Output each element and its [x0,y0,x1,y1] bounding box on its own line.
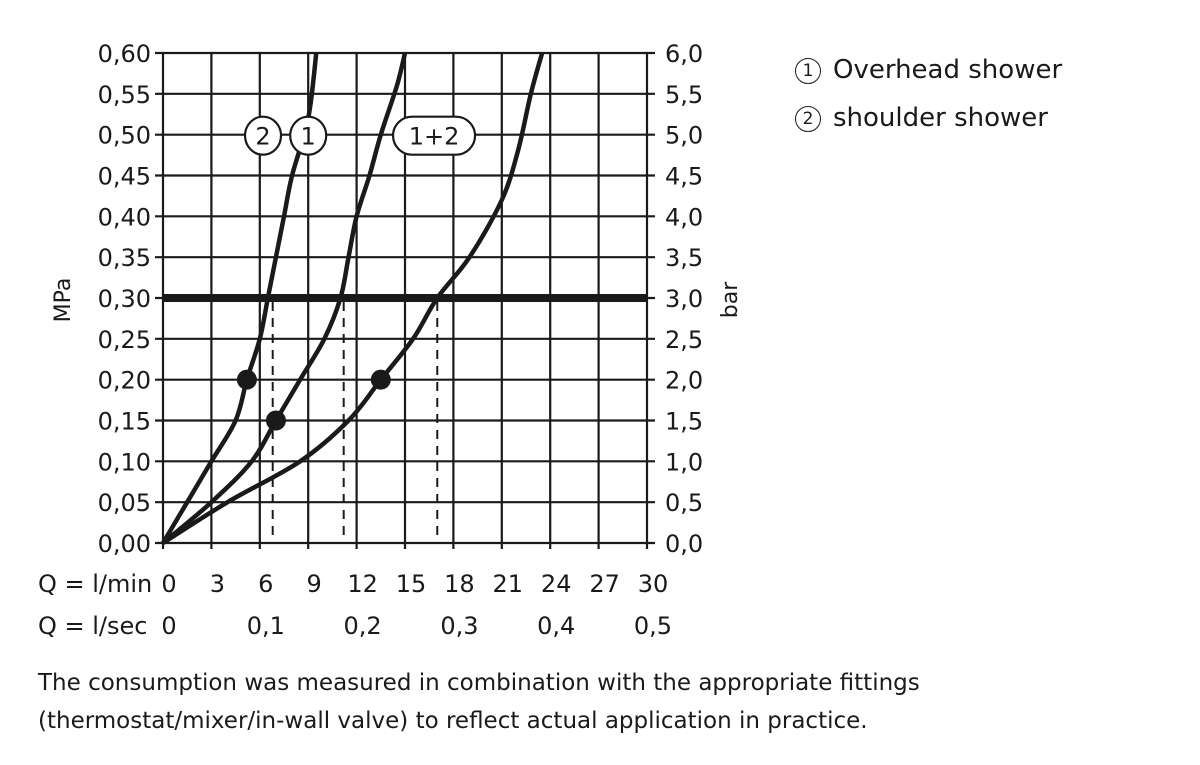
series-curve-2 [161,52,319,545]
x-lsec-axis-title: Q = l/sec [38,612,147,640]
y-right-tick-label: 5,5 [665,81,703,109]
x-lsec-tick-label: 0,3 [440,612,478,640]
x-lsec-tick-label: 0,5 [634,612,672,640]
x-lmin-tick-label: 21 [493,570,524,598]
x-lmin-tick-label: 24 [541,570,572,598]
y-right-tick-label: 1,5 [665,408,703,436]
operating-point-marker [265,410,286,431]
curve-label-text: 1+2 [409,123,460,151]
x-lmin-tick-label: 27 [589,570,620,598]
y-left-tick-label: 0,25 [98,326,151,354]
curve-label-1plus2: 1+2 [391,115,477,156]
pressure-flow-chart: 2 1 1+2 0,000,050,100,150,200,250,300,350,… [38,40,743,640]
operating-point-marker [370,369,391,390]
legend-label: shoulder shower [833,103,1048,133]
curve-label-badge [243,115,283,156]
x-lsec-tick-label: 0,1 [247,612,285,640]
curve-labels: 2 1 1+2 [243,115,477,156]
legend-number: 2 [795,106,821,132]
y-right-tick-label: 0,0 [665,530,703,558]
curve-label-text: 1 [301,123,316,151]
y-left-tick-label: 0,10 [98,448,151,476]
x-lmin-tick-label: 15 [396,570,427,598]
y-left-tick-label: 0,50 [98,122,151,150]
measurement-note: The consumption was measured in combinat… [38,670,920,734]
y-right-tick-label: 3,0 [665,285,703,313]
legend-label: Overhead shower [833,55,1063,85]
y-left-tick-label: 0,60 [98,40,151,68]
operating-point-marker [236,369,257,390]
x-lmin-tick-label: 0 [161,570,176,598]
legend-item-overhead: 1 Overhead shower [795,55,1062,85]
y-left-tick-label: 0,55 [98,81,151,109]
y-left-tick-label: 0,45 [98,163,151,191]
x-lmin-tick-label: 6 [258,570,273,598]
y-left-tick-label: 0,30 [98,285,151,313]
curve-label-1: 1 [289,115,328,156]
tick-labels: 0,000,050,100,150,200,250,300,350,400,45… [98,40,704,640]
y-right-tick-label: 0,5 [665,489,703,517]
curve-label-2: 2 [243,115,283,156]
x-lmin-tick-label: 9 [307,570,322,598]
y-left-tick-label: 0,00 [98,530,151,558]
curve-label-text: 2 [255,123,270,151]
y-right-tick-label: 2,0 [665,367,703,395]
y-right-tick-label: 3,5 [665,244,703,272]
y-left-tick-label: 0,05 [98,489,151,517]
y-left-axis-title: MPa [51,278,76,323]
curve-label-badge [289,115,328,156]
curve-label-badge [391,115,477,156]
y-right-tick-label: 6,0 [665,40,703,68]
x-lmin-tick-label: 30 [638,570,669,598]
x-lmin-tick-label: 18 [444,570,475,598]
x-lsec-tick-label: 0 [161,612,176,640]
y-left-tick-label: 0,20 [98,367,151,395]
y-left-tick-label: 0,15 [98,408,151,436]
x-lmin-axis-title: Q = l/min [38,570,152,598]
series-curve-1 [161,52,408,545]
x-lmin-tick-label: 3 [210,570,225,598]
legend-item-shoulder: 2 shoulder shower [795,103,1048,133]
series-curve-1plus2 [161,52,545,545]
legend-number: 1 [795,58,821,84]
x-lmin-tick-label: 12 [347,570,378,598]
y-right-tick-label: 4,5 [665,163,703,191]
y-right-tick-label: 1,0 [665,448,703,476]
y-right-tick-label: 4,0 [665,203,703,231]
series-curves [161,52,545,545]
y-right-axis-title: bar [718,281,743,318]
y-right-tick-label: 5,0 [665,122,703,150]
x-lsec-tick-label: 0,4 [537,612,575,640]
y-left-tick-label: 0,35 [98,244,151,272]
x-lsec-tick-label: 0,2 [344,612,382,640]
y-right-tick-label: 2,5 [665,326,703,354]
y-left-tick-label: 0,40 [98,203,151,231]
